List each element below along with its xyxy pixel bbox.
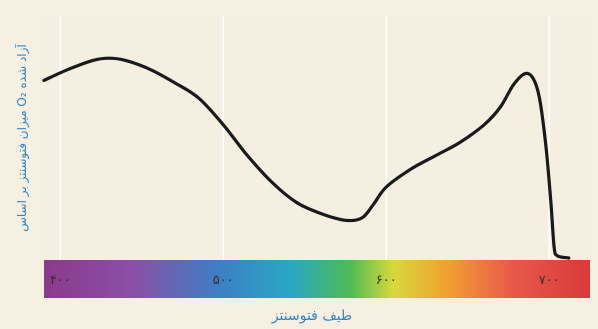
gridlines: [59, 16, 551, 260]
x-tick-labels: ۴۰۰ ۵۰۰ ۶۰۰ ۷۰۰: [50, 273, 560, 288]
x-axis-label: طیف فتوسنتز: [271, 308, 352, 324]
x-tick-label-700: ۷۰۰: [539, 273, 560, 288]
x-tick-label-600: ۶۰۰: [376, 273, 397, 288]
plot-area: [44, 16, 590, 260]
x-tick-label-400: ۴۰۰: [50, 273, 71, 288]
y-axis-label: میزان فتوسنتز بر اساس O₂ آزاد شده: [14, 44, 30, 232]
x-tick-label-500: ۵۰۰: [213, 273, 234, 288]
spectrum-bar: [44, 260, 590, 298]
series-line: [42, 56, 571, 260]
